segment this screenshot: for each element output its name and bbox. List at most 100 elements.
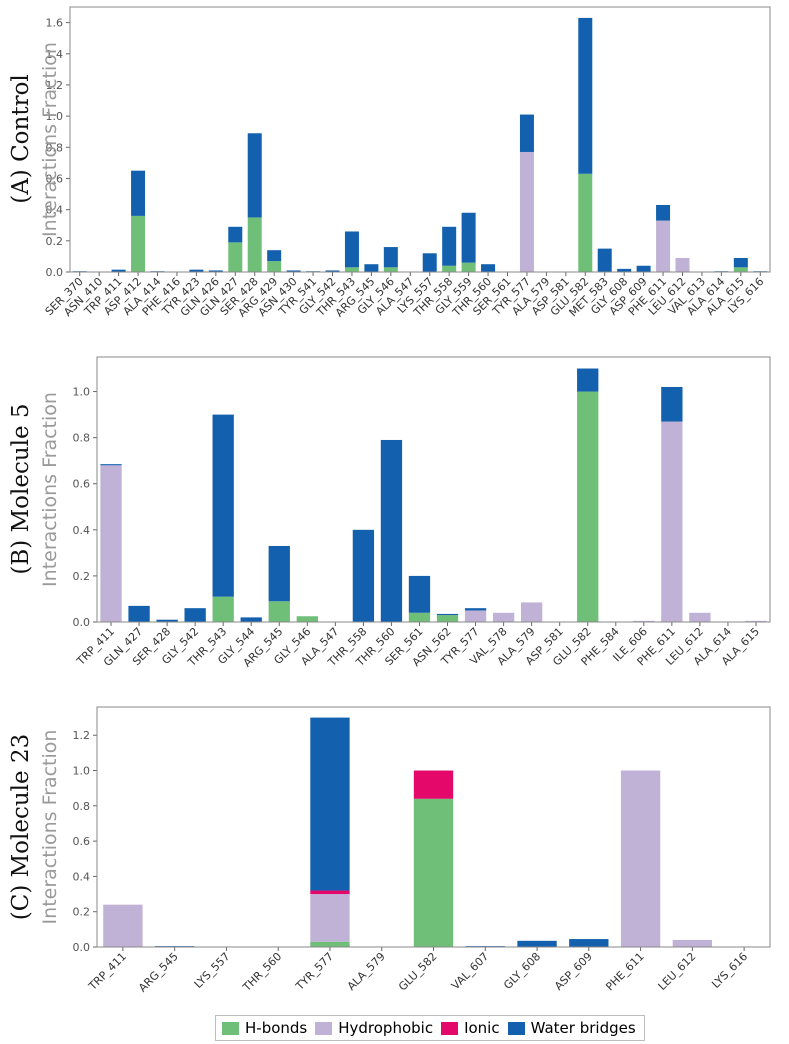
bar-segment-hydrophobic: [661, 421, 683, 622]
bar-segment-hydrophobic: [675, 257, 690, 272]
bar-segment-hydrophobic: [689, 612, 711, 622]
bar-segment-water-bridges: [131, 170, 146, 216]
y-tick-label: 0.0: [73, 616, 91, 629]
x-tick-label: LEU_612: [656, 950, 699, 993]
bar-segment-water-bridges: [569, 939, 609, 947]
legend-swatch-hbonds: [222, 1021, 239, 1035]
bar-segment-h-bonds: [578, 173, 593, 272]
bar-segment-hydrophobic: [464, 610, 487, 622]
x-tick-label: THR_560: [240, 950, 285, 995]
y-axis-label: Interactions Fraction: [39, 392, 61, 587]
bar-segment-hydrophobic: [520, 602, 543, 622]
bar-segment-water-bridges: [128, 605, 150, 622]
x-tick-label: ARG_545: [136, 950, 181, 995]
y-tick-label: 1.2: [46, 79, 64, 92]
bar-segment-hydrophobic: [519, 151, 534, 272]
y-tick-label: 1.6: [46, 17, 64, 30]
x-tick-label: VAL_607: [449, 950, 491, 992]
y-tick-label: 1.0: [46, 110, 64, 123]
bar-segment-water-bridges: [344, 231, 359, 268]
bar-segment-water-bridges: [212, 414, 234, 597]
bar-segment-h-bonds: [442, 265, 457, 272]
y-axis-label: Interactions Fraction: [39, 42, 61, 237]
bar-segment-water-bridges: [111, 269, 126, 272]
bar-segment-h-bonds: [212, 596, 234, 622]
bar-segment-hydrophobic: [656, 220, 671, 272]
bar-segment-hydrophobic: [745, 620, 767, 622]
y-tick-label: 1.0: [73, 765, 91, 778]
y-tick-label: 0.0: [46, 266, 64, 279]
x-tick-label: ALA_579: [345, 950, 388, 993]
bar-segment-hydrophobic: [492, 612, 515, 622]
bar-segment-water-bridges: [228, 226, 243, 243]
panel-title: (B) Molecule 5: [8, 403, 34, 574]
bar-segment-water-bridges: [656, 204, 671, 221]
legend-label-hbonds: H-bonds: [245, 1019, 308, 1037]
bar-segment-h-bonds: [577, 391, 599, 622]
bar-segment-water-bridges: [100, 464, 122, 466]
bar-segment-water-bridges: [408, 575, 431, 613]
bar-segment-water-bridges: [325, 270, 340, 272]
bar-segment-hydrophobic: [103, 904, 143, 947]
chart-panel-c: 0.0 0.2 0.4 0.6 0.8 1.0 1.2 TRP_411 ARG_545 LYS_5…: [8, 706, 771, 995]
bar-segment-water-bridges: [184, 608, 206, 622]
bar-segment-water-bridges: [617, 268, 632, 272]
y-tick-label: 0.6: [46, 172, 64, 185]
bar-segment-water-bridges: [364, 264, 379, 272]
bar-segment-ionic: [413, 770, 454, 799]
x-tick-label: ASP_609: [552, 950, 595, 993]
bar-segment-water-bridges: [481, 264, 496, 272]
y-tick-label: 0.8: [46, 141, 64, 154]
y-tick-label: 1.0: [73, 386, 91, 399]
y-tick-label: 0.4: [46, 204, 64, 217]
x-tick-label: GLU_582: [396, 950, 440, 994]
bar-segment-water-bridges: [577, 368, 599, 392]
legend-label-hydrophobic: Hydrophobic: [338, 1019, 434, 1037]
bar-segment-h-bonds: [461, 262, 476, 272]
bar-segment-ionic: [310, 890, 350, 895]
bar-segment-water-bridges: [286, 270, 301, 272]
bar-segment-h-bonds: [296, 616, 318, 622]
legend-swatch-water-bridges: [507, 1021, 525, 1035]
bar-segment-water-bridges: [461, 212, 476, 263]
chart-legend: H-bonds Hydrophobic Ionic Water bridges: [215, 1015, 645, 1041]
legend-swatch-ionic: [441, 1021, 459, 1035]
bar-segment-h-bonds: [413, 798, 454, 947]
bar-segment-h-bonds: [268, 601, 290, 622]
bar-segment-water-bridges: [352, 529, 375, 622]
legend-item-hydrophobic: Hydrophobic: [315, 1019, 433, 1037]
bar-segment-water-bridges: [442, 226, 457, 266]
y-tick-label: 0.4: [73, 524, 91, 537]
y-tick-label: 0.6: [73, 478, 91, 491]
bar-segment-hydrophobic: [100, 465, 122, 622]
y-tick-label: 0.8: [73, 432, 91, 445]
y-tick-label: 0.2: [46, 235, 64, 248]
bar-segment-water-bridges: [240, 617, 262, 622]
y-tick-label: 0.0: [73, 941, 91, 954]
bar-segment-water-bridges: [267, 250, 282, 262]
bar-segment-water-bridges: [156, 619, 178, 622]
bar-segment-h-bonds: [344, 267, 359, 272]
bar-segment-water-bridges: [268, 545, 290, 602]
bar-segment-water-bridges: [436, 613, 459, 616]
legend-label-water-bridges: Water bridges: [530, 1019, 636, 1037]
bar-segment-h-bonds: [310, 941, 350, 947]
y-axis-label: Interactions Fraction: [39, 730, 61, 925]
y-tick-label: 0.4: [73, 870, 91, 883]
bar-segment-water-bridges: [661, 386, 683, 422]
x-tick-label: LYS_557: [192, 950, 233, 991]
chart-panel-b: 0.00.20.40.60.81.0TRP_411GLN_427SER_428G…: [8, 356, 771, 670]
bar-segment-h-bonds: [408, 612, 431, 622]
panel-title: (C) Molecule 23: [8, 734, 34, 920]
bar-segment-water-bridges: [597, 248, 612, 272]
bar-segment-water-bridges: [517, 940, 557, 947]
legend-item-water-bridges: Water bridges: [507, 1019, 636, 1037]
bar-segment-water-bridges: [636, 265, 651, 272]
bar-segment-hydrophobic: [633, 620, 655, 622]
bar-segment-h-bonds: [383, 267, 398, 272]
bar-segment-h-bonds: [247, 217, 262, 272]
x-tick-label: PHE_611: [603, 950, 646, 993]
plot-frame: [96, 706, 771, 948]
panel-title: (A) Control: [8, 74, 34, 204]
